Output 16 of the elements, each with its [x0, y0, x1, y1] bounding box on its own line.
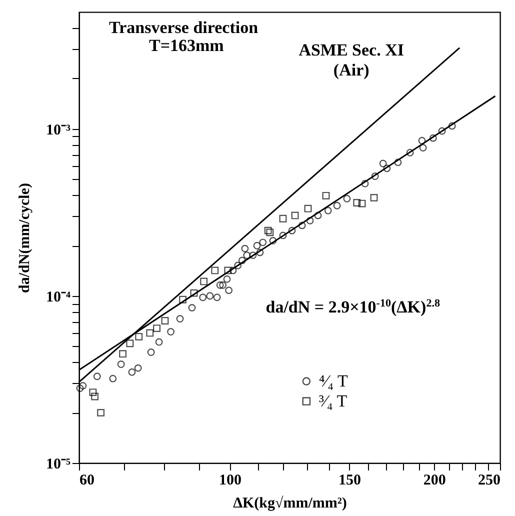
x-axis-title: ΔK(kg√mm/mm²): [233, 496, 347, 512]
x-tick-label: 200: [423, 472, 446, 488]
x-tick-label: 150: [338, 472, 362, 488]
legend-label: ⁴⁄₄ T: [318, 371, 349, 390]
x-tick-label: 250: [478, 472, 500, 488]
annotation: T=163mm: [149, 36, 224, 55]
y-tick-label: 10⁻⁴: [46, 289, 71, 306]
legend-label: ³⁄₄ T: [318, 391, 348, 410]
y-axis-title: da/dN(mm/cycle): [17, 183, 34, 293]
annotation: ASME Sec. XI (Air): [298, 40, 404, 80]
annotation: da/dN = 2.9×10$^{-10}$(ΔK)$^{2.8}$: [266, 297, 440, 316]
y-tick-label: 10⁻⁵: [46, 456, 71, 472]
y-tick-label: 10⁻³: [46, 122, 71, 138]
x-tick-label: 100: [218, 472, 242, 488]
annotation: Transverse direction: [109, 18, 259, 37]
x-tick-label: 60: [80, 472, 94, 488]
